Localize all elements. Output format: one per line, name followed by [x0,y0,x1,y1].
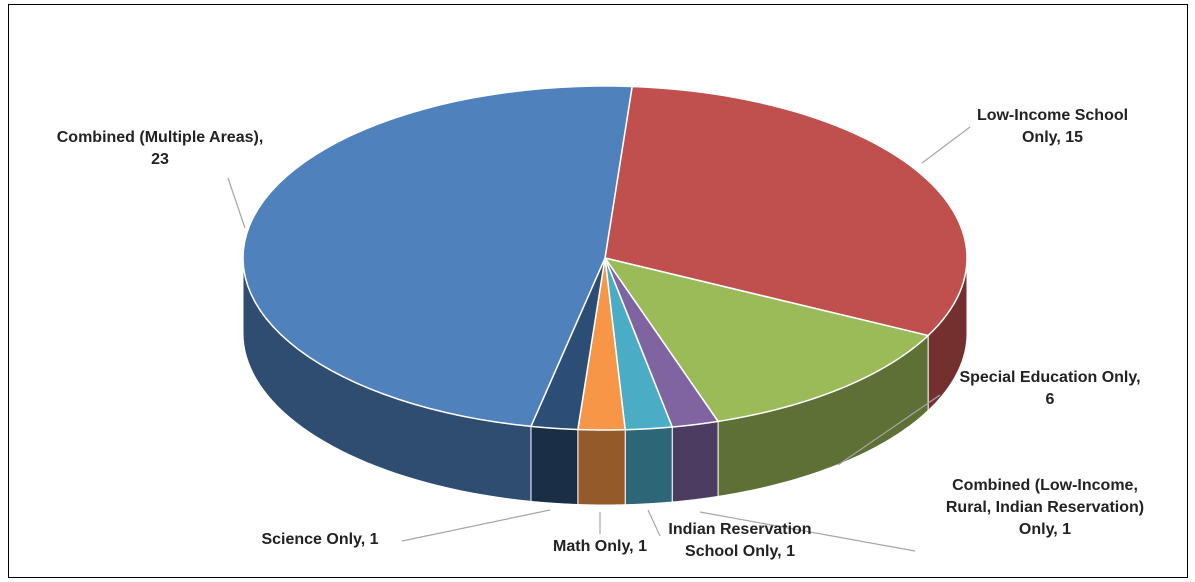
slice-side [624,426,673,506]
leader-line [837,394,941,466]
frame [8,4,1188,578]
slice [604,85,968,337]
slice [604,257,674,431]
leader-line [401,509,551,542]
slice-side [530,425,579,506]
data-label: Special Education Only, 6 [959,369,1141,408]
data-label: Science Only, 1 [261,531,379,548]
slice [242,85,634,428]
data-label: Indian Reservation School Only, 1 [668,521,812,560]
data-label: Low-Income School Only, 15 [976,107,1129,146]
data-label: Math Only, 1 [553,538,647,555]
leader-line [699,511,916,552]
slice [576,257,627,431]
slice [604,257,720,428]
slice-side [671,420,719,503]
slice [603,256,930,423]
leader-line [227,177,246,229]
leader-line [647,509,661,537]
slice-side [577,428,626,506]
data-label: Combined (Multiple Areas), 23 [56,129,264,168]
leader-line [921,126,971,164]
data-label: Combined (Low-Income, Rural, Indian Rese… [945,477,1145,538]
